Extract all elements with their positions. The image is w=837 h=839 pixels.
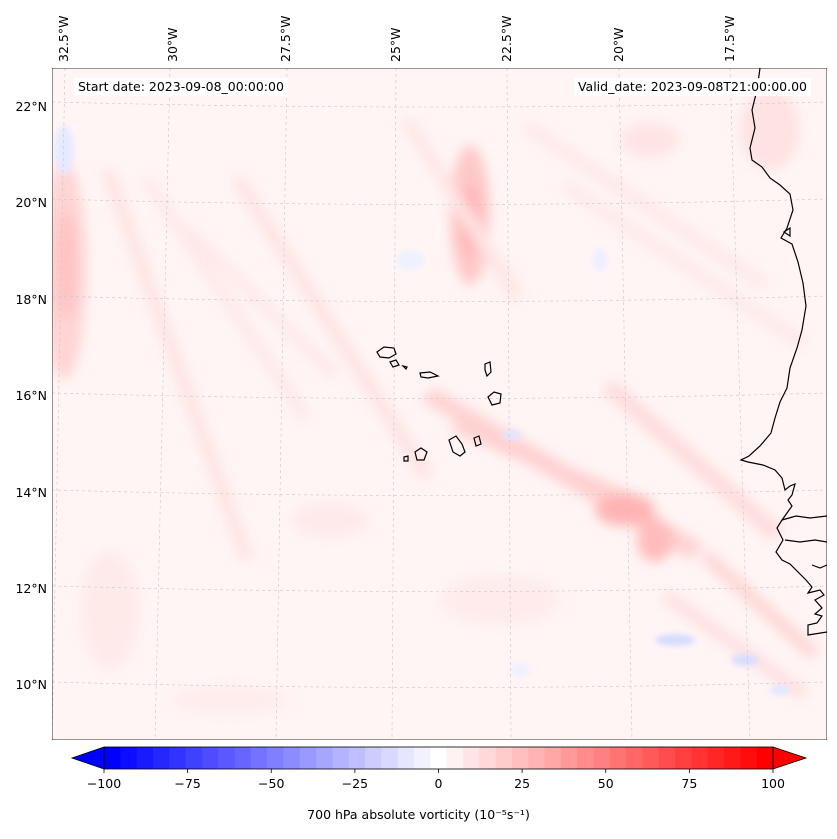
island-santiago (448, 435, 466, 457)
colorbar-cell (560, 747, 578, 769)
colorbar-ticks: −100 −75 −50 −25 0 25 50 75 100 (87, 769, 785, 791)
colorbar-cells (104, 747, 774, 769)
colorbar-cell (250, 747, 268, 769)
colorbar-cell (299, 747, 317, 769)
colorbar-tick-label: −50 (258, 776, 284, 791)
colorbar-cell (642, 747, 660, 769)
colorbar-tick-label: 25 (514, 776, 530, 791)
colorbar-cell (430, 747, 448, 769)
vorticity-field (52, 90, 820, 715)
lon-label: 30°W (165, 27, 180, 62)
colorbar-cell (577, 747, 595, 769)
colorbar-max-extension (772, 746, 808, 770)
longitude-labels: 32.5°W 30°W 27.5°W 25°W 22.5°W 20°W 17.5… (56, 16, 737, 62)
colorbar-cell (462, 747, 480, 769)
colorbar-cell (740, 747, 758, 769)
colorbar-cell (658, 747, 676, 769)
island-maio (473, 435, 482, 447)
colorbar-cell (136, 747, 154, 769)
colorbar-cell (169, 747, 187, 769)
colorbar-cell (414, 747, 431, 769)
colorbar-cell (201, 747, 219, 769)
island-fogo (414, 447, 428, 461)
colorbar-cell (365, 747, 382, 769)
colorbar-tick-label: 0 (435, 776, 443, 791)
colorbar-cell (511, 747, 529, 769)
colorbar-cell (120, 747, 138, 769)
lon-label: 22.5°W (499, 16, 514, 62)
colorbar-tick-label: 75 (681, 776, 697, 791)
lon-label: 27.5°W (278, 16, 293, 62)
colorbar-cell (609, 747, 627, 769)
cape-verde-islands (376, 346, 502, 462)
colorbar-cell (756, 747, 774, 769)
colorbar-cell (397, 747, 415, 769)
colorbar-cell (104, 747, 121, 769)
latitude-labels: 22°N 20°N 18°N 16°N 14°N 12°N 10°N (15, 99, 47, 692)
colorbar-tick-label: −25 (342, 776, 368, 791)
colorbar-label: 700 hPa absolute vorticity (10⁻⁵s⁻¹) (307, 807, 530, 822)
colorbar-cell (152, 747, 170, 769)
lat-label: 18°N (15, 292, 47, 307)
island-sal (484, 361, 492, 378)
colorbar-tick-label: 50 (598, 776, 614, 791)
colorbar-tick-label: 100 (761, 776, 785, 791)
island-sao-nicolau (419, 371, 440, 379)
lon-label: 32.5°W (56, 16, 71, 62)
colorbar-cell (724, 747, 741, 769)
lat-label: 16°N (15, 388, 47, 403)
map-panel (52, 68, 827, 740)
colorbar-tick-label: −100 (87, 776, 121, 791)
lat-label: 14°N (15, 485, 47, 500)
lat-label: 20°N (15, 195, 47, 210)
colorbar: −100 −75 −50 −25 0 25 50 75 100 (70, 746, 808, 791)
colorbar-cell (495, 747, 513, 769)
lat-label: 22°N (15, 99, 47, 114)
island-santa-luzia (401, 364, 408, 371)
colorbar-min-extension (70, 746, 105, 770)
colorbar-cell (283, 747, 301, 769)
lon-label: 25°W (388, 27, 403, 62)
colorbar-tick-label: −75 (174, 776, 200, 791)
island-santo-antao (376, 346, 397, 359)
graticule (52, 68, 827, 740)
colorbar-cell (707, 747, 725, 769)
colorbar-cell (381, 747, 399, 769)
colorbar-cell (316, 747, 334, 769)
coastline-west-africa (739, 68, 827, 636)
colorbar-cell (593, 747, 611, 769)
start-date-label: Start date: 2023-09-08_00:00:00 (74, 78, 288, 96)
colorbar-cell (185, 747, 203, 769)
colorbar-cell (675, 747, 693, 769)
colorbar-cell (234, 747, 252, 769)
colorbar-cell (544, 747, 562, 769)
island-boa-vista (487, 391, 502, 406)
lat-label: 12°N (15, 581, 47, 596)
colorbar-cell (479, 747, 497, 769)
colorbar-cell (626, 747, 644, 769)
colorbar-cell (528, 747, 546, 769)
colorbar-cell (218, 747, 236, 769)
valid-date-label: Valid_date: 2023-09-08T21:00:00.00 (573, 78, 811, 96)
lon-label: 17.5°W (722, 16, 737, 62)
island-brava (403, 455, 409, 462)
lon-label: 20°W (611, 27, 626, 62)
colorbar-cell (332, 747, 350, 769)
colorbar-cell (267, 747, 285, 769)
island-sao-vicente (389, 359, 400, 368)
colorbar-cell (691, 747, 709, 769)
colorbar-cell (446, 747, 464, 769)
colorbar-cell (348, 747, 366, 769)
lat-label: 10°N (15, 677, 47, 692)
